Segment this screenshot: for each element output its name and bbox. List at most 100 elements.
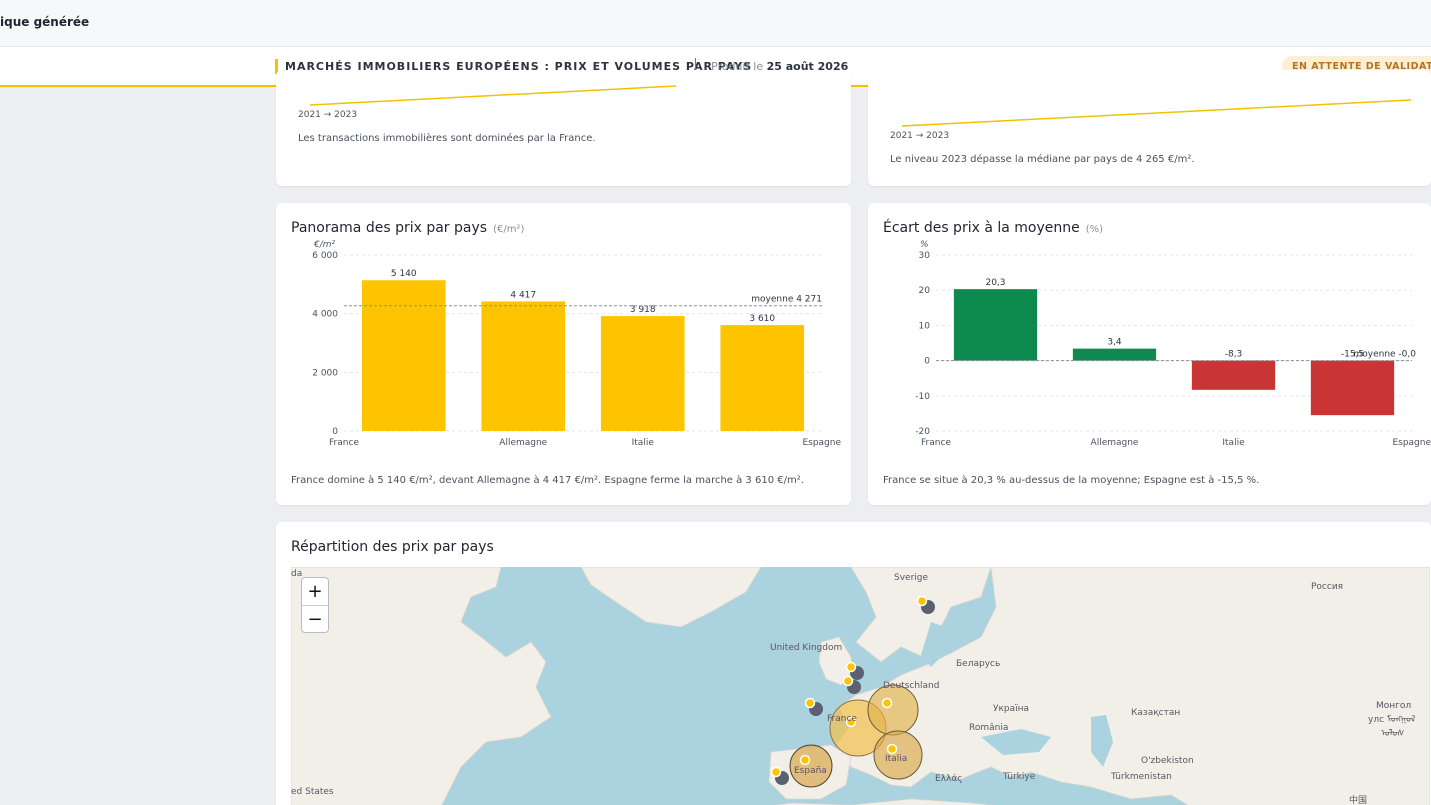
title-accent (275, 59, 278, 74)
bar-espagne (720, 325, 805, 431)
bar-allemagne (1072, 348, 1157, 361)
map-sea-black (981, 729, 1051, 755)
map-land-greenland (580, 567, 762, 628)
produced-date-value: 25 août 2026 (766, 60, 849, 73)
data-label: 3,4 (1107, 338, 1122, 348)
y-tick-label: 2 000 (312, 368, 338, 378)
y-axis-unit: % (920, 240, 929, 250)
y-tick-label: 0 (924, 357, 930, 367)
x-tick-label: Italie (1222, 438, 1245, 448)
map-land-north-america (291, 567, 552, 805)
map-marker[interactable] (770, 766, 782, 778)
kpi-period: 2021 → 2023 (890, 131, 950, 141)
map-label: Deutschland (883, 681, 939, 691)
card-title-text: Panorama des prix par pays (291, 220, 488, 236)
zoom-out-button[interactable]: − (302, 605, 328, 632)
price-gap-card: Écart des prix à la moyenne (%) % -20 -10 0 1… (868, 203, 1431, 505)
y-axis-unit: €/m² (313, 240, 336, 250)
map-label: O'zbekiston (1141, 756, 1194, 766)
card-title: Répartition des prix par pays (291, 539, 494, 555)
map-marker[interactable] (842, 675, 854, 687)
sparkline-line (901, 99, 1412, 127)
map-sea-baltic (921, 622, 946, 667)
map-marker[interactable] (886, 743, 898, 755)
y-tick-label: 0 (332, 427, 338, 437)
x-tick-label: Espagne (1392, 438, 1431, 448)
kpi-period: 2021 → 2023 (298, 110, 358, 120)
kpi-description: Le niveau 2023 dépasse la médiane par pa… (890, 154, 1195, 165)
y-tick-label: 20 (919, 286, 931, 296)
map-label: Монгол (1376, 701, 1411, 711)
map-label: Россия (1311, 582, 1343, 592)
kpi-card-price-level: 2021 → 2023 Le niveau 2023 dépasse la mé… (868, 70, 1431, 186)
map-labels: Sverige Россия United Kingdom Беларусь D… (291, 569, 1416, 805)
map-marker[interactable] (845, 716, 857, 728)
y-tick-label: -10 (915, 392, 930, 402)
map-label: ᠤᠯᠤᠰ (1381, 729, 1404, 739)
map-marker[interactable] (916, 595, 928, 607)
app-title: ique générée (0, 15, 90, 29)
map-bubble-spain[interactable] (789, 744, 833, 788)
x-tick-label: Allemagne (1091, 438, 1139, 448)
data-label: 20,3 (985, 278, 1005, 288)
map-canvas[interactable]: Sverige Россия United Kingdom Беларусь D… (291, 567, 1430, 805)
data-label: 5 140 (391, 269, 417, 279)
y-tick-label: 30 (919, 251, 931, 261)
data-label: -15,5 (1341, 350, 1364, 360)
map-bubble-germany[interactable] (867, 684, 919, 736)
card-title-unit: (€/m²) (493, 224, 525, 235)
map-marker[interactable] (881, 697, 893, 709)
price-panorama-card: Panorama des prix par pays (€/m²) €/m² 0 2 … (276, 203, 851, 505)
map-label: Türkmenistan (1110, 772, 1172, 782)
map-label: España (794, 766, 827, 776)
chart-summary: France domine à 5 140 €/m², devant Allem… (291, 475, 804, 486)
map-sea-caspian (1091, 715, 1113, 767)
produced-date: Produit le 25 août 2026 (711, 60, 848, 73)
price-map-card: Répartition des prix par pays (276, 522, 1431, 805)
map-label: Türkiye (1002, 772, 1036, 782)
map-markers (770, 595, 935, 785)
x-tick-label: Italie (632, 438, 655, 448)
europe-map[interactable]: Sverige Россия United Kingdom Беларусь D… (291, 567, 1430, 805)
x-tick-label: France (329, 438, 359, 448)
map-label: Italia (885, 754, 907, 764)
kpi-sparkline (309, 85, 677, 106)
price-bar-chart: €/m² 0 2 000 4 000 6 000 5 140 4 417 3 918 3 610… (312, 240, 841, 448)
bar-espagne (1310, 360, 1395, 416)
y-tick-label: 10 (919, 321, 931, 331)
bar-france (361, 280, 446, 431)
map-label: Sverige (894, 573, 928, 583)
map-marker[interactable] (799, 754, 811, 766)
map-zoom-control: + − (301, 577, 329, 633)
bar-france (953, 289, 1038, 361)
data-label: -8,3 (1225, 350, 1243, 360)
card-title-text: Écart des prix à la moyenne (883, 220, 1080, 236)
kpi-sparkline (901, 99, 1412, 127)
data-label: 4 417 (510, 290, 536, 300)
reference-label: moyenne 4 271 (751, 295, 822, 305)
kpi-card-transactions: 2021 → 2023 Les transactions immobilière… (276, 70, 851, 186)
map-label: Ελλάς (935, 774, 963, 784)
zoom-in-button[interactable]: + (307, 581, 323, 602)
bar-italie (1191, 360, 1276, 390)
sparkline-line (309, 85, 677, 106)
map-label: Беларусь (956, 659, 1000, 669)
chart-summary: France se situe à 20,3 % au-dessus de la… (883, 475, 1260, 486)
data-label: 3 918 (630, 305, 656, 315)
x-tick-label: Allemagne (499, 438, 547, 448)
y-tick-label: 6 000 (312, 251, 338, 261)
y-tick-label: -20 (915, 427, 930, 437)
x-tick-label: France (921, 438, 951, 448)
map-marker[interactable] (804, 697, 816, 709)
map-label: улс ᠮᠣᠩᠭᠣᠯ (1368, 714, 1416, 725)
map-bubble-italy[interactable] (873, 730, 923, 780)
report-title: MARCHÉS IMMOBILIERS EUROPÉENS : PRIX ET … (285, 60, 753, 73)
map-label: United Kingdom (770, 643, 842, 653)
map-label: Казақстан (1131, 708, 1180, 718)
map-marker[interactable] (845, 661, 857, 673)
map-label: România (969, 723, 1008, 733)
x-tick-label: Espagne (802, 438, 841, 448)
map-land-eurasia (835, 567, 1430, 805)
bar-allemagne (481, 301, 566, 431)
